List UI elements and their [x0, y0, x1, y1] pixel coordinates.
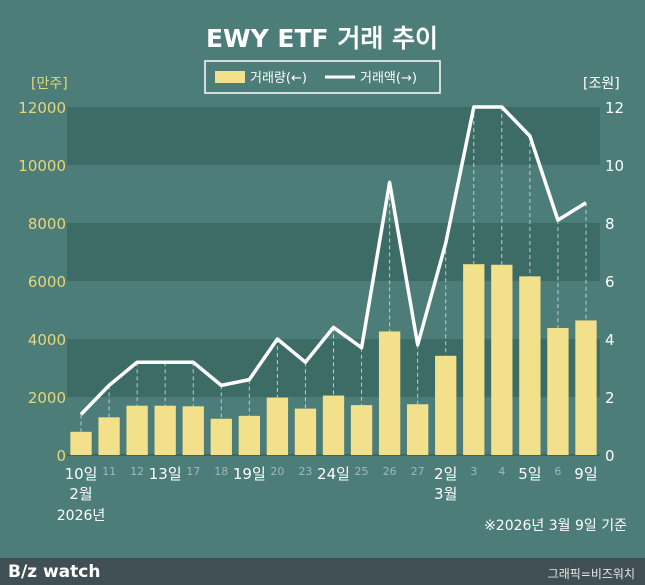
legend-volume-swatch [215, 71, 245, 83]
x-tick-label: 2일 [434, 465, 457, 483]
volume-bar [378, 331, 401, 455]
grid-band [67, 107, 600, 165]
x-tick-label: 18 [214, 465, 228, 478]
volume-bar [266, 397, 289, 455]
left-tick-label: 2000 [28, 389, 66, 407]
right-tick-label: 0 [605, 447, 615, 465]
grid-band [67, 223, 600, 281]
left-tick-label: 6000 [28, 273, 66, 291]
volume-bar [406, 404, 429, 455]
x-tick-label: 27 [411, 465, 425, 478]
left-tick-label: 8000 [28, 215, 66, 233]
x-tick-label: 20 [270, 465, 284, 478]
x-tick-label: 19일 [233, 465, 266, 483]
x-tick-label: 26 [383, 465, 397, 478]
volume-bar [294, 408, 317, 455]
left-tick-label: 12000 [18, 99, 66, 117]
year-label: 2026년 [57, 508, 106, 524]
volume-bar [238, 415, 261, 455]
volume-bar [491, 264, 513, 455]
chart-title: EWY ETF 거래 추이 [206, 24, 438, 53]
graphic-credit: 그래픽=비즈워치 [547, 567, 635, 581]
volume-bar [126, 405, 148, 455]
left-tick-label: 0 [56, 447, 66, 465]
source-note: ※2026년 3월 9일 기준 [484, 518, 627, 534]
right-tick-label: 4 [605, 331, 615, 349]
month-label: 3월 [434, 485, 457, 503]
x-tick-label: 4 [498, 465, 505, 478]
left-axis-unit: [만주] [31, 76, 68, 92]
right-tick-label: 10 [605, 157, 624, 175]
volume-bar [98, 417, 120, 455]
right-tick-label: 12 [605, 99, 624, 117]
volume-bar [70, 431, 92, 455]
right-axis-unit: [조원] [583, 76, 620, 92]
brand-logo: B/z watch [8, 562, 101, 582]
right-tick-label: 8 [605, 215, 615, 233]
x-tick-label: 10일 [65, 465, 98, 483]
footer-bar: B/z watch 그래픽=비즈워치 [0, 558, 645, 585]
x-tick-label: 23 [298, 465, 312, 478]
volume-bar [350, 405, 373, 455]
volume-bar [519, 276, 541, 455]
volume-bar [463, 264, 485, 455]
x-tick-label: 11 [102, 465, 116, 478]
volume-bar [322, 395, 345, 455]
x-tick-label: 3 [470, 465, 477, 478]
right-tick-label: 2 [605, 389, 615, 407]
volume-bar [435, 355, 457, 455]
x-tick-label: 13일 [149, 465, 182, 483]
x-tick-label: 24일 [317, 465, 350, 483]
volume-bar [182, 406, 204, 455]
volume-bar [210, 418, 232, 455]
right-tick-label: 6 [605, 273, 615, 291]
month-label: 2월 [69, 485, 92, 503]
left-tick-label: 10000 [18, 157, 66, 175]
x-tick-label: 12 [130, 465, 144, 478]
volume-bar [154, 405, 176, 455]
value-line [79, 105, 587, 416]
legend-volume-label: 거래량(←) [250, 71, 307, 86]
legend-box [204, 60, 441, 94]
left-tick-label: 4000 [28, 331, 66, 349]
x-tick-label: 17 [186, 465, 200, 478]
x-tick-label: 9일 [574, 465, 597, 483]
x-tick-label: 6 [554, 465, 561, 478]
x-tick-label: 5일 [518, 465, 541, 483]
volume-bar [547, 327, 569, 455]
x-tick-label: 25 [355, 465, 369, 478]
volume-bar [575, 320, 597, 455]
legend-value-label: 거래액(→) [360, 71, 417, 86]
